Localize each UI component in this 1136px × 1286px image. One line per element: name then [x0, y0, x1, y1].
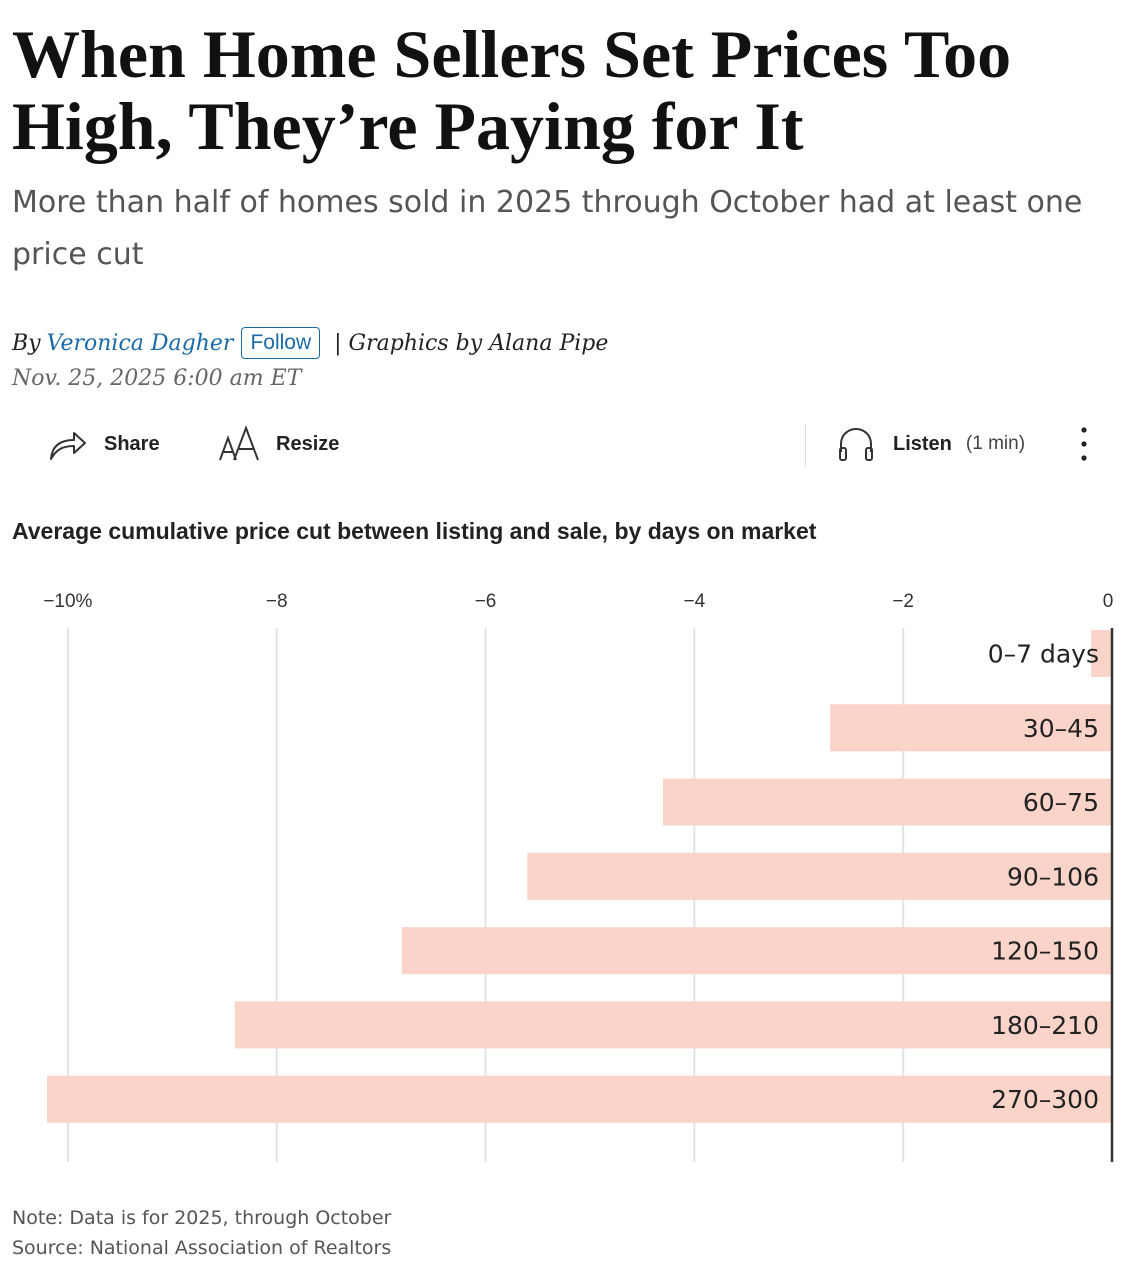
bar — [663, 778, 1112, 826]
x-tick-label: −10% — [43, 591, 92, 612]
bar — [1091, 630, 1112, 677]
listen-duration: (1 min) — [965, 433, 1026, 454]
follow-button[interactable]: Follow — [241, 327, 321, 359]
chart-title: Average cumulative price cut between lis… — [12, 518, 817, 544]
bar-category-label: 30–45 — [1023, 714, 1099, 743]
bar-category-label: 180–210 — [991, 1011, 1099, 1040]
bar — [527, 852, 1112, 900]
share-arrow-icon — [50, 432, 86, 460]
x-tick-label: −2 — [892, 591, 914, 612]
bar-category-label: 270–300 — [991, 1085, 1099, 1114]
bar — [234, 1001, 1113, 1049]
x-tick-label: −8 — [266, 591, 288, 612]
share-label: Share — [104, 432, 160, 455]
headline: When Home Sellers Set Prices Too High, T… — [12, 16, 1012, 164]
share-button[interactable]: Share — [48, 418, 160, 470]
listen-label: Listen — [893, 432, 952, 455]
author-link[interactable]: Veronica Dagher — [46, 330, 234, 356]
byline-prefix: By — [12, 330, 41, 356]
x-tick-label: 0 — [1103, 591, 1114, 612]
bar-category-label: 90–106 — [1007, 862, 1099, 891]
bar — [47, 1075, 1112, 1123]
x-tick-label: −6 — [475, 591, 497, 612]
x-tick-label: −4 — [684, 591, 706, 612]
bar-category-label: 0–7 days — [988, 640, 1099, 669]
resize-label: Resize — [276, 432, 340, 455]
bar-chart: −10% −8 −6 −4 −2 0 0–7 days 30–45 60–75 90–106 120… — [43, 591, 1114, 1162]
byline: By Veronica Dagher Follow | Graphics by … — [12, 323, 608, 363]
publish-date: Nov. 25, 2025 6:00 am ET — [12, 366, 302, 391]
bar — [402, 927, 1112, 975]
resize-button[interactable]: Resize — [218, 418, 339, 470]
bar-category-label: 60–75 — [1023, 788, 1099, 817]
headphones-icon — [839, 427, 873, 461]
listen-button[interactable]: Listen (1 min) — [836, 418, 1025, 470]
chart-source: Source: National Association of Realtors — [12, 1237, 392, 1259]
article-toolbar: Share Resize Listen (1 min) — [0, 418, 1136, 470]
chart-note: Note: Data is for 2025, through October — [12, 1207, 392, 1229]
graphics-credit: | Graphics by Alana Pipe — [334, 330, 609, 356]
toolbar-divider — [805, 424, 806, 466]
text-resize-icon — [219, 425, 259, 461]
bar — [830, 704, 1112, 752]
more-vertical-icon — [1081, 427, 1087, 461]
subheadline: More than half of homes sold in 2025 thr… — [12, 185, 1083, 272]
more-options-button[interactable] — [1072, 418, 1096, 470]
bar-category-label: 120–150 — [991, 937, 1099, 966]
